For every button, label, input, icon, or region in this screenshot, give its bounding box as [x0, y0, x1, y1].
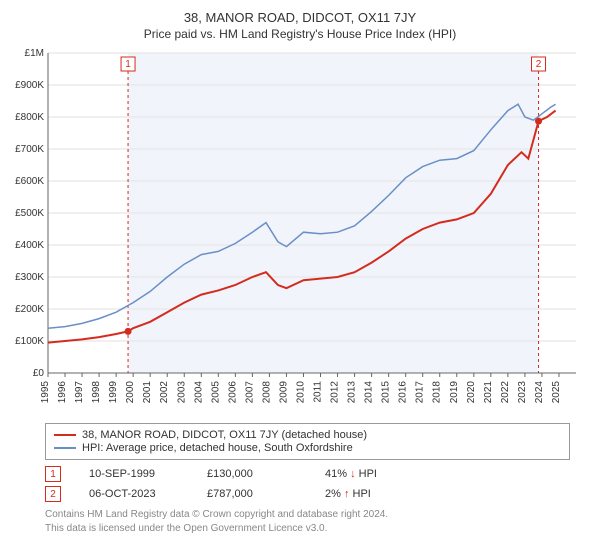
svg-text:2023: 2023: [517, 381, 528, 404]
sale-marker: 1: [45, 466, 61, 482]
svg-text:2022: 2022: [500, 381, 511, 404]
svg-text:2021: 2021: [483, 381, 494, 404]
price-chart: £0 £100K £200K £300K £400K £500K £600K £700K £80…: [0, 47, 600, 417]
arrow-up-icon: ↑: [344, 488, 350, 500]
svg-text:1996: 1996: [57, 381, 68, 404]
svg-text:£0: £0: [33, 368, 45, 379]
svg-text:£1M: £1M: [25, 48, 44, 59]
arrow-down-icon: ↓: [350, 468, 356, 480]
svg-text:£500K: £500K: [15, 208, 44, 219]
svg-text:2010: 2010: [295, 381, 306, 404]
sale-price: £130,000: [207, 468, 297, 480]
svg-text:£300K: £300K: [15, 272, 44, 283]
svg-text:2020: 2020: [466, 381, 477, 404]
svg-text:2015: 2015: [381, 381, 392, 404]
page-title: 38, MANOR ROAD, DIDCOT, OX11 7JY: [0, 10, 600, 25]
sale-price: £787,000: [207, 488, 297, 500]
svg-text:£100K: £100K: [15, 336, 44, 347]
svg-text:£800K: £800K: [15, 112, 44, 123]
svg-text:£700K: £700K: [15, 144, 44, 155]
svg-text:2003: 2003: [176, 381, 187, 404]
svg-text:2006: 2006: [227, 381, 238, 404]
svg-text:1998: 1998: [91, 381, 102, 404]
svg-text:2002: 2002: [159, 381, 170, 404]
svg-text:2012: 2012: [330, 381, 341, 404]
svg-text:2024: 2024: [534, 381, 545, 404]
legend-item-hpi: HPI: Average price, detached house, Sout…: [54, 442, 561, 454]
svg-text:2: 2: [536, 59, 542, 70]
svg-text:2004: 2004: [193, 381, 204, 404]
svg-text:2007: 2007: [244, 381, 255, 404]
sale-date: 06-OCT-2023: [89, 488, 179, 500]
svg-text:2018: 2018: [432, 381, 443, 404]
sale-date: 10-SEP-1999: [89, 468, 179, 480]
sale-row: 1 10-SEP-1999 £130,000 41% ↓ HPI: [45, 466, 570, 482]
svg-text:1999: 1999: [108, 381, 119, 404]
svg-text:2014: 2014: [364, 381, 375, 404]
svg-text:2001: 2001: [142, 381, 153, 404]
svg-text:2019: 2019: [449, 381, 460, 404]
sale-marker: 2: [45, 486, 61, 502]
legend-item-property: 38, MANOR ROAD, DIDCOT, OX11 7JY (detach…: [54, 429, 561, 441]
sale-delta: 41% ↓ HPI: [325, 468, 377, 480]
legend-label: HPI: Average price, detached house, Sout…: [82, 442, 353, 454]
svg-text:1997: 1997: [74, 381, 85, 404]
svg-text:2016: 2016: [398, 381, 409, 404]
svg-text:2025: 2025: [551, 381, 562, 404]
svg-text:£600K: £600K: [15, 176, 44, 187]
sale-delta: 2% ↑ HPI: [325, 488, 371, 500]
svg-text:2017: 2017: [415, 381, 426, 404]
footer-attribution: Contains HM Land Registry data © Crown c…: [45, 508, 570, 535]
legend: 38, MANOR ROAD, DIDCOT, OX11 7JY (detach…: [45, 423, 570, 460]
sales-table: 1 10-SEP-1999 £130,000 41% ↓ HPI 2 06-OC…: [45, 466, 570, 502]
svg-text:2005: 2005: [210, 381, 221, 404]
svg-text:1995: 1995: [40, 381, 51, 404]
sale-row: 2 06-OCT-2023 £787,000 2% ↑ HPI: [45, 486, 570, 502]
svg-text:£200K: £200K: [15, 304, 44, 315]
legend-label: 38, MANOR ROAD, DIDCOT, OX11 7JY (detach…: [82, 429, 367, 441]
svg-text:1: 1: [125, 59, 131, 70]
page-subtitle: Price paid vs. HM Land Registry's House …: [0, 27, 600, 41]
svg-text:2013: 2013: [347, 381, 358, 404]
svg-text:£400K: £400K: [15, 240, 44, 251]
svg-text:£900K: £900K: [15, 80, 44, 91]
svg-text:2009: 2009: [278, 381, 289, 404]
svg-text:2011: 2011: [313, 381, 324, 403]
svg-text:2000: 2000: [125, 381, 136, 404]
svg-text:2008: 2008: [261, 381, 272, 404]
